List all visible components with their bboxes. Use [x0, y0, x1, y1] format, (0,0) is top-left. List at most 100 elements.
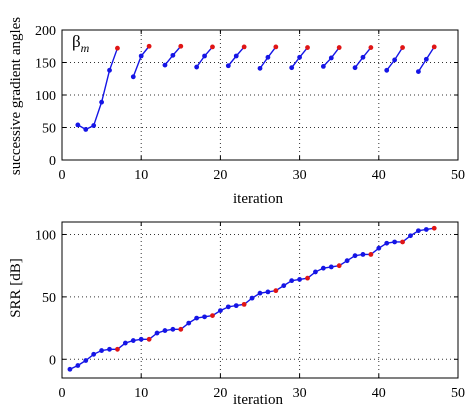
angles-data-point — [297, 54, 302, 60]
angles-x-tick-label: 30 — [293, 168, 307, 183]
beta-m-annotation: βm — [72, 32, 90, 55]
angles-x-tick-label: 10 — [134, 168, 148, 183]
angles-x-tick-label: 0 — [59, 168, 66, 183]
srr-x-tick-label: 10 — [134, 386, 148, 401]
srr-restart-point — [146, 336, 152, 342]
srr-restart-point — [178, 326, 184, 332]
angles-x-tick-label: 40 — [372, 168, 386, 183]
srr-data-point — [360, 252, 366, 257]
srr-x-axis-label: iteration — [233, 392, 283, 408]
srr-data-point — [423, 227, 429, 232]
srr-data-point — [281, 283, 287, 289]
angles-data-point — [384, 67, 390, 73]
angles-data-point — [99, 99, 104, 105]
srr-data-point — [352, 253, 358, 259]
angles-data-point — [233, 53, 239, 59]
srr-data-point — [313, 269, 318, 275]
srr-data-point — [107, 346, 112, 352]
srr-chart: SRR [dB] iteration 0 10 20 30 40 50 0 50 100 — [8, 221, 465, 408]
srr-data-point — [384, 240, 390, 246]
srr-restart-point — [431, 225, 437, 231]
srr-y-tick-label: 50 — [42, 291, 56, 306]
angles-data-point — [265, 54, 271, 60]
srr-data-point — [194, 315, 200, 321]
srr-y-tick-label: 100 — [35, 228, 56, 243]
srr-data-point — [233, 303, 239, 309]
angles-data-point — [202, 53, 207, 59]
angles-restart-point — [178, 43, 184, 49]
srr-data-point — [376, 245, 382, 251]
angles-series-segment — [132, 45, 150, 78]
srr-data-point — [328, 264, 334, 270]
angles-data-point — [392, 57, 398, 63]
srr-restart-point — [400, 239, 405, 245]
angles-y-tick-label: 150 — [35, 57, 56, 72]
srr-restart-point — [210, 313, 215, 318]
srr-data-point — [186, 320, 192, 326]
angles-x-tick-label: 20 — [213, 168, 227, 183]
angles-restart-point — [115, 45, 120, 51]
srr-data-point — [162, 328, 168, 333]
srr-data-point — [170, 326, 176, 332]
angles-restart-point — [241, 44, 247, 50]
angles-chart: successive gradient angles iteration βm … — [8, 17, 465, 207]
angles-data-point — [107, 67, 112, 73]
srr-data-point — [99, 348, 104, 353]
angles-data-point — [352, 65, 358, 71]
angles-data-point — [162, 62, 168, 68]
srr-restart-point — [241, 301, 247, 307]
angles-restart-point — [305, 45, 310, 50]
srr-y-tick-label: 0 — [49, 353, 56, 368]
angles-series-segment — [77, 47, 119, 131]
srr-restart-point — [336, 263, 342, 269]
srr-data-point — [218, 308, 223, 314]
angles-restart-point — [336, 45, 342, 50]
srr-data-point — [83, 358, 89, 363]
angles-data-point — [416, 69, 421, 74]
angles-data-point — [423, 56, 429, 62]
srr-data-point — [249, 295, 255, 301]
srr-restart-point — [115, 346, 120, 352]
angles-y-tick-label: 200 — [35, 24, 56, 39]
srr-data-point — [67, 366, 73, 372]
srr-x-tick-label: 40 — [372, 386, 386, 401]
angles-data-point — [138, 53, 144, 59]
srr-y-axis-label: SRR [dB] — [8, 258, 24, 318]
angles-y-tick-label: 100 — [35, 89, 56, 104]
angles-y-axis-label: successive gradient angles — [8, 17, 24, 175]
angles-data-point — [225, 63, 231, 69]
srr-data-point — [265, 289, 271, 295]
angles-restart-point — [368, 45, 374, 50]
srr-data-point — [416, 228, 421, 234]
srr-restart-point — [273, 288, 279, 294]
angles-data-point — [170, 52, 176, 58]
srr-data-point — [130, 338, 136, 343]
angles-data-point — [83, 127, 89, 132]
angles-data-point — [75, 122, 81, 128]
angles-x-tick-label: 50 — [451, 168, 465, 183]
angles-data-point — [289, 65, 295, 71]
srr-x-tick-label: 50 — [451, 386, 465, 401]
srr-data-point — [122, 340, 128, 346]
srr-data-point — [320, 265, 326, 271]
srr-data-point — [91, 351, 97, 357]
angles-restart-point — [431, 44, 437, 50]
angles-restart-point — [400, 45, 405, 50]
srr-data-point — [289, 278, 295, 284]
srr-restart-point — [368, 252, 374, 257]
angles-data-point — [194, 64, 200, 70]
angles-y-tick-label: 50 — [42, 122, 56, 137]
srr-data-point — [225, 304, 231, 310]
srr-data-point — [344, 258, 350, 264]
angles-data-point — [257, 65, 263, 71]
srr-data-point — [257, 290, 263, 296]
srr-data-point — [297, 277, 302, 282]
angles-restart-point — [273, 44, 279, 50]
srr-data-point — [392, 239, 398, 245]
angles-data-point — [360, 54, 366, 60]
srr-data-point — [408, 233, 413, 239]
angles-data-point — [91, 123, 97, 128]
angles-restart-point — [210, 44, 215, 50]
srr-x-tick-label: 30 — [293, 386, 307, 401]
